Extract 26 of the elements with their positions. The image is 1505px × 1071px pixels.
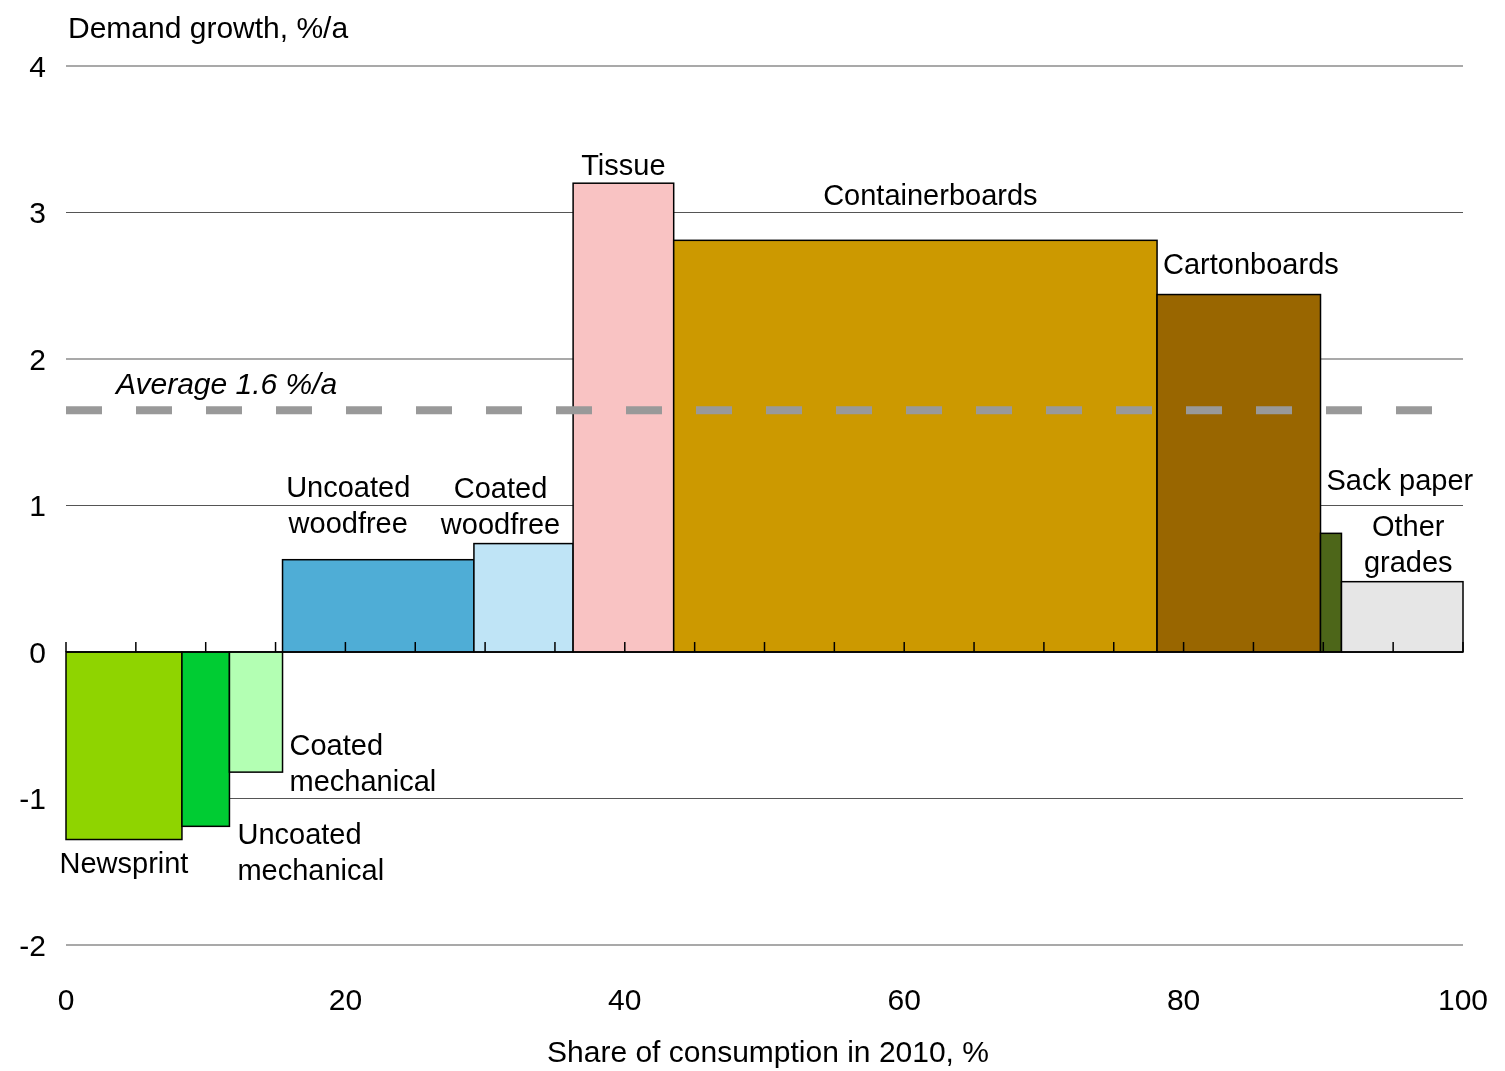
category-label: Sack paper [1326,464,1474,497]
y-axis-title: Demand growth, %/a [68,11,349,44]
category-label: Other grades [1363,509,1453,578]
x-axis-title: Share of consumption in 2010, % [547,1035,989,1068]
y-tick-label: 0 [29,635,46,669]
y-tick-label: -2 [19,928,46,962]
category-label: Coated woodfree [440,471,561,540]
category-label: Uncoated woodfree [286,470,411,539]
y-tick-label: 3 [29,196,46,229]
y-tick-label: 1 [29,489,46,522]
category-label: Tissue [581,149,666,182]
x-tick-label: 40 [608,983,642,1016]
x-tick-label: 0 [57,983,75,1016]
y-tick-label: -1 [19,782,46,815]
x-tick-label: 80 [1166,983,1201,1016]
category-label: Uncoated mechanical [237,818,385,887]
y-tick-label: 2 [29,342,46,376]
x-tick-label: 20 [328,983,363,1016]
category-label: Cartonboards [1163,247,1339,280]
category-label: Coated mechanical [289,729,437,798]
x-tick-label: 60 [887,983,921,1016]
y-tick-label: 4 [29,49,46,83]
x-tick-label: 100 [1437,983,1489,1016]
category-label: Containerboards [823,179,1038,212]
ref-line-label: Average 1.6 %/a [114,367,338,401]
category-label: Newsprint [59,846,189,879]
